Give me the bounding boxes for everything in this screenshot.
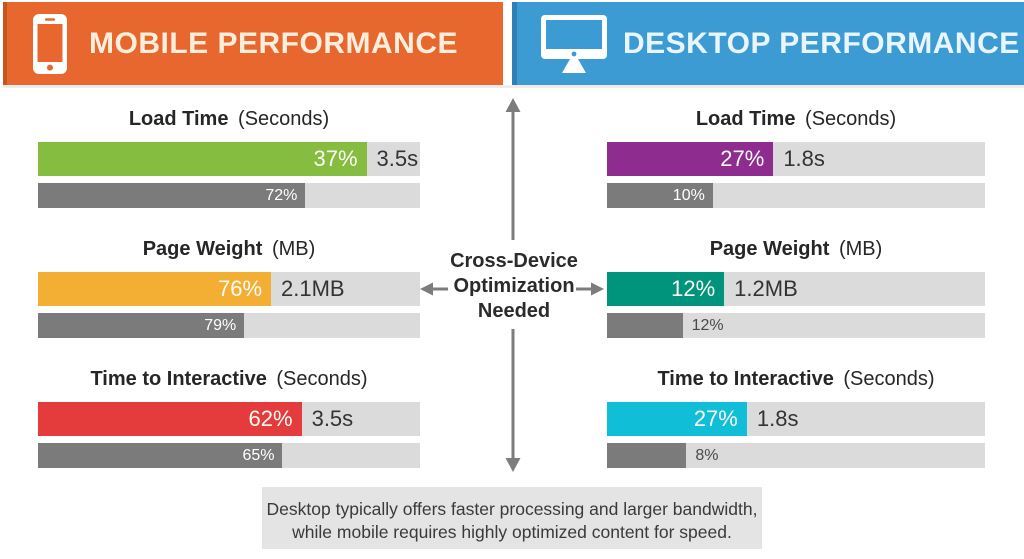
desktop-page-weight-block: Page Weight (MB) 12% 1.2MB 12% <box>607 234 985 338</box>
secondary-bar-track: 12% <box>607 313 985 338</box>
secondary-bar-track: 10% <box>607 183 985 208</box>
footer-line-1: Desktop typically offers faster processi… <box>266 499 758 519</box>
desktop-load-time-block: Load Time (Seconds) 27% 1.8s 10% <box>607 104 985 208</box>
metric-title-unit: (Seconds) <box>276 368 368 390</box>
metric-title: Load Time (Seconds) <box>607 104 985 134</box>
secondary-bar-percent-label: 79% <box>204 316 237 334</box>
mobile-header-title: MOBILE PERFORMANCE <box>89 26 458 60</box>
primary-bar-track: 12% 1.2MB <box>607 272 985 306</box>
primary-bar-percent-label: 62% <box>248 406 293 431</box>
primary-bar-percent-label: 12% <box>671 276 716 301</box>
metric-title-unit: (Seconds) <box>843 368 935 390</box>
primary-bar-value: 1.8s <box>756 406 799 431</box>
secondary-bar-fill <box>607 313 683 338</box>
monitor-icon <box>541 14 607 73</box>
primary-bar-percent-label: 27% <box>720 146 765 171</box>
secondary-bar-percent-label: 65% <box>242 446 275 464</box>
secondary-bar-percent-label: 12% <box>691 316 724 334</box>
primary-bar-value: 2.1MB <box>281 276 345 301</box>
primary-bar-percent-label: 76% <box>217 276 263 301</box>
metric-title-main: Time to Interactive <box>657 368 834 390</box>
metric-title: Time to Interactive (Seconds) <box>38 364 420 394</box>
primary-bar-value: 3.5s <box>376 146 419 171</box>
primary-bar-fill: 37% <box>38 142 367 176</box>
desktop-time-to-interactive-block: Time to Interactive (Seconds) 27% 1.8s 8… <box>607 364 985 468</box>
primary-bar-fill: 62% <box>38 402 302 436</box>
vertical-double-arrow-icon <box>505 98 521 472</box>
secondary-bar-fill: 79% <box>38 313 245 338</box>
annotation-line-1: Cross-Device <box>450 250 578 272</box>
primary-bar-value: 1.2MB <box>734 276 798 301</box>
metric-title-unit: (Seconds) <box>238 108 330 130</box>
primary-bar-track: 27% 1.8s <box>607 402 985 436</box>
secondary-bar-percent-label: 72% <box>265 186 298 204</box>
metric-title: Load Time (Seconds) <box>38 104 420 134</box>
smartphone-icon <box>33 13 67 74</box>
metric-title-main: Load Time <box>128 108 229 130</box>
metric-title-main: Time to Interactive <box>90 368 267 390</box>
primary-bar-percent-label: 27% <box>693 406 738 431</box>
secondary-bar-fill: 72% <box>38 183 306 208</box>
secondary-bar-percent-label: 8% <box>695 446 719 464</box>
secondary-bar-fill: 65% <box>38 443 283 468</box>
primary-bar-track: 27% 1.8s <box>607 142 985 176</box>
mobile-header: MOBILE PERFORMANCE <box>3 2 503 85</box>
secondary-bar-fill: 10% <box>607 183 713 208</box>
secondary-bar-track: 72% <box>38 183 420 208</box>
secondary-bar-fill <box>607 443 687 468</box>
header-divider <box>3 85 1024 88</box>
desktop-header: DESKTOP PERFORMANCE <box>512 2 1024 85</box>
primary-bar-track: 76% 2.1MB <box>38 272 420 306</box>
primary-bar-percent-label: 37% <box>313 146 358 171</box>
mobile-page-weight-block: Page Weight (MB) 76% 2.1MB 79% <box>38 234 420 338</box>
primary-bar-fill: 76% <box>38 272 272 306</box>
primary-bar-fill: 12% <box>607 272 725 306</box>
metric-title-unit: (MB) <box>838 238 883 260</box>
secondary-bar-track: 65% <box>38 443 420 468</box>
desktop-header-title: DESKTOP PERFORMANCE <box>623 26 1020 60</box>
annotation-line-2: Optimization <box>453 275 575 297</box>
secondary-bar-percent-label: 10% <box>672 186 705 204</box>
metric-title-main: Page Weight <box>709 238 830 260</box>
primary-bar-track: 62% 3.5s <box>38 402 420 436</box>
mobile-time-to-interactive-block: Time to Interactive (Seconds) 62% 3.5s 6… <box>38 364 420 468</box>
mobile-load-time-block: Load Time (Seconds) 37% 3.5s 72% <box>38 104 420 208</box>
primary-bar-value: 1.8s <box>783 146 825 171</box>
primary-bar-fill: 27% <box>607 142 774 176</box>
primary-bar-value: 3.5s <box>311 406 354 431</box>
secondary-bar-track: 79% <box>38 313 420 338</box>
right-arrow-icon <box>576 282 604 296</box>
metric-title-main: Load Time <box>695 108 796 130</box>
metric-title: Time to Interactive (Seconds) <box>607 364 985 394</box>
primary-bar-fill: 27% <box>607 402 747 436</box>
metric-title-unit: (MB) <box>271 238 316 260</box>
primary-bar-track: 37% 3.5s <box>38 142 420 176</box>
footer-caption: Desktop typically offers faster processi… <box>262 487 762 549</box>
footer-line-2: while mobile requires highly optimized c… <box>292 522 732 542</box>
metric-title-main: Page Weight <box>142 238 263 260</box>
left-arrow-icon <box>420 282 448 296</box>
annotation-line-3: Needed <box>477 300 551 322</box>
metric-title: Page Weight (MB) <box>607 234 985 264</box>
cross-device-annotation: Cross-Device Optimization Needed <box>433 249 595 324</box>
metric-title: Page Weight (MB) <box>38 234 420 264</box>
metric-title-unit: (Seconds) <box>805 108 897 130</box>
secondary-bar-track: 8% <box>607 443 985 468</box>
